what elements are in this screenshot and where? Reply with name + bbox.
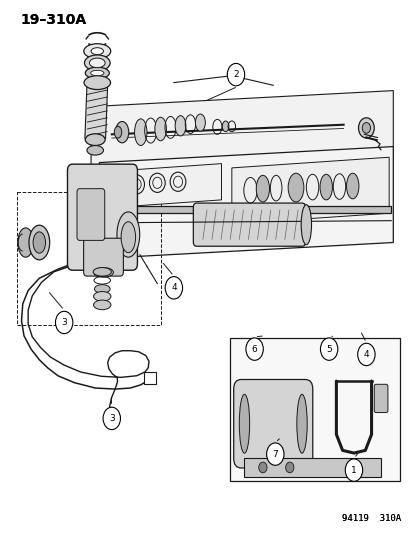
Ellipse shape [287,173,303,202]
Text: 4: 4 [363,350,368,359]
FancyBboxPatch shape [244,458,380,477]
Polygon shape [122,164,221,207]
Ellipse shape [349,462,357,473]
Ellipse shape [93,292,111,301]
Text: 19–310A: 19–310A [21,13,87,27]
Circle shape [165,277,182,299]
Ellipse shape [83,44,110,59]
Ellipse shape [134,119,147,146]
Ellipse shape [258,462,266,473]
Circle shape [245,338,263,360]
FancyBboxPatch shape [107,206,390,213]
Ellipse shape [115,122,128,143]
Ellipse shape [319,174,332,200]
Ellipse shape [239,394,249,453]
Ellipse shape [121,222,135,253]
Circle shape [320,338,337,360]
Polygon shape [85,85,107,139]
Ellipse shape [29,225,50,260]
Ellipse shape [90,70,104,76]
Circle shape [103,407,120,430]
Text: 3: 3 [109,414,114,423]
FancyBboxPatch shape [83,238,123,276]
Ellipse shape [84,55,110,71]
Ellipse shape [93,268,113,277]
Ellipse shape [85,134,105,146]
Ellipse shape [300,205,311,245]
Circle shape [227,63,244,86]
Circle shape [357,343,374,366]
Ellipse shape [114,126,121,138]
Ellipse shape [346,173,358,199]
FancyBboxPatch shape [373,384,387,413]
Ellipse shape [175,116,185,136]
Ellipse shape [222,121,228,132]
Polygon shape [99,147,392,259]
Circle shape [266,443,283,465]
Ellipse shape [84,76,110,90]
Ellipse shape [296,394,306,453]
Ellipse shape [89,58,105,68]
Ellipse shape [116,212,139,257]
Text: 1: 1 [350,466,356,474]
Ellipse shape [87,146,103,155]
Ellipse shape [361,123,370,133]
Ellipse shape [91,48,103,55]
FancyBboxPatch shape [77,189,104,240]
Ellipse shape [33,232,45,253]
Polygon shape [91,91,392,176]
FancyBboxPatch shape [67,164,137,270]
Text: 4: 4 [171,284,176,292]
Circle shape [344,459,362,481]
Ellipse shape [93,300,111,310]
Text: 19–310A: 19–310A [21,13,87,27]
FancyBboxPatch shape [229,338,399,481]
Text: 2: 2 [233,70,238,79]
Text: 6: 6 [251,345,257,353]
Ellipse shape [358,118,373,138]
Ellipse shape [93,268,111,276]
Ellipse shape [195,114,205,131]
Ellipse shape [18,228,33,257]
FancyBboxPatch shape [233,379,312,468]
Ellipse shape [256,175,269,202]
Ellipse shape [85,67,109,79]
Polygon shape [231,157,388,224]
Ellipse shape [94,285,110,293]
Text: 94119  310A: 94119 310A [342,514,401,523]
Text: 5: 5 [325,345,331,353]
FancyBboxPatch shape [193,203,305,246]
Ellipse shape [154,117,166,141]
FancyBboxPatch shape [144,372,155,384]
Text: 94119  310A: 94119 310A [342,514,401,523]
Circle shape [55,311,73,334]
Text: 7: 7 [272,450,278,458]
Ellipse shape [285,462,293,473]
Text: 3: 3 [61,318,67,327]
